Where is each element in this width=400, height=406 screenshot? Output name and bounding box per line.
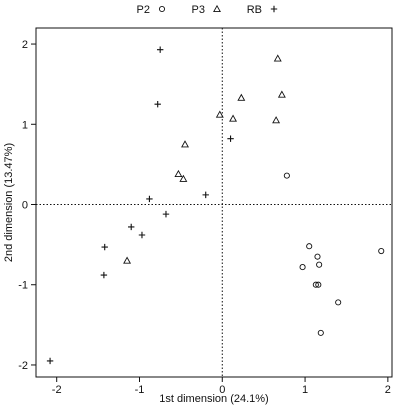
point-rb — [154, 101, 161, 108]
legend-label: P2 — [137, 4, 150, 16]
point-p2 — [312, 281, 319, 288]
point-p2 — [314, 253, 321, 260]
point-rb — [202, 191, 209, 199]
point-p2 — [335, 299, 342, 306]
point-rb — [46, 357, 54, 365]
legend-item-rb: RB — [247, 4, 278, 16]
point-p2 — [317, 329, 324, 336]
legend-item-p2: P2 — [137, 4, 166, 16]
point-p2 — [378, 247, 385, 255]
y-tick-label: 1 — [22, 119, 28, 131]
point-p3 — [123, 256, 132, 264]
point-rb — [227, 135, 234, 142]
point-p3 — [277, 90, 286, 98]
point-p3 — [273, 54, 282, 62]
point-p2 — [315, 281, 322, 288]
series-p3 — [123, 54, 286, 264]
legend-label: RB — [247, 4, 262, 16]
point-rb — [100, 271, 108, 279]
legend-marker-plus — [270, 5, 278, 13]
point-rb — [128, 223, 135, 231]
y-axis: -2 -1 0 1 2 — [18, 39, 36, 372]
x-tick-label: 2 — [385, 384, 391, 396]
x-tick-label: 0 — [219, 384, 225, 396]
legend-marker-circle — [158, 5, 166, 13]
point-p2 — [283, 172, 290, 179]
point-rb — [146, 195, 153, 203]
point-p3 — [229, 114, 238, 122]
legend-marker-triangle — [213, 4, 221, 13]
point-rb — [138, 231, 146, 239]
legend: P2 P3 RB — [137, 4, 278, 16]
point-p2 — [316, 261, 323, 268]
data-points — [46, 46, 385, 365]
x-axis: -2 -1 0 1 2 — [52, 377, 391, 396]
point-p3 — [237, 93, 246, 101]
point-rb — [101, 243, 108, 251]
point-p3 — [215, 110, 224, 118]
y-tick-label: -1 — [18, 280, 28, 292]
y-tick-label: 2 — [22, 39, 28, 51]
reference-lines — [36, 28, 392, 377]
legend-label: P3 — [192, 4, 205, 16]
y-tick-label: 0 — [22, 200, 28, 212]
y-axis-label: 2nd dimension (13.47%) — [3, 143, 15, 262]
point-p2 — [306, 243, 313, 250]
point-p3 — [179, 174, 188, 182]
point-p3 — [181, 140, 189, 148]
point-rb — [162, 210, 170, 218]
x-tick-label: 1 — [302, 384, 308, 396]
legend-item-p3: P3 — [192, 4, 221, 16]
x-axis-label: 1st dimension (24.1%) — [159, 393, 268, 405]
plot-frame — [35, 27, 393, 378]
point-p3 — [272, 116, 281, 124]
x-tick-label: -1 — [135, 384, 145, 396]
y-tick-label: -2 — [18, 360, 28, 372]
series-p2 — [283, 172, 385, 336]
point-rb — [156, 46, 164, 53]
series-rb — [46, 46, 234, 365]
x-tick-label: -2 — [52, 384, 62, 396]
point-p2 — [299, 264, 306, 271]
point-p3 — [174, 169, 183, 178]
